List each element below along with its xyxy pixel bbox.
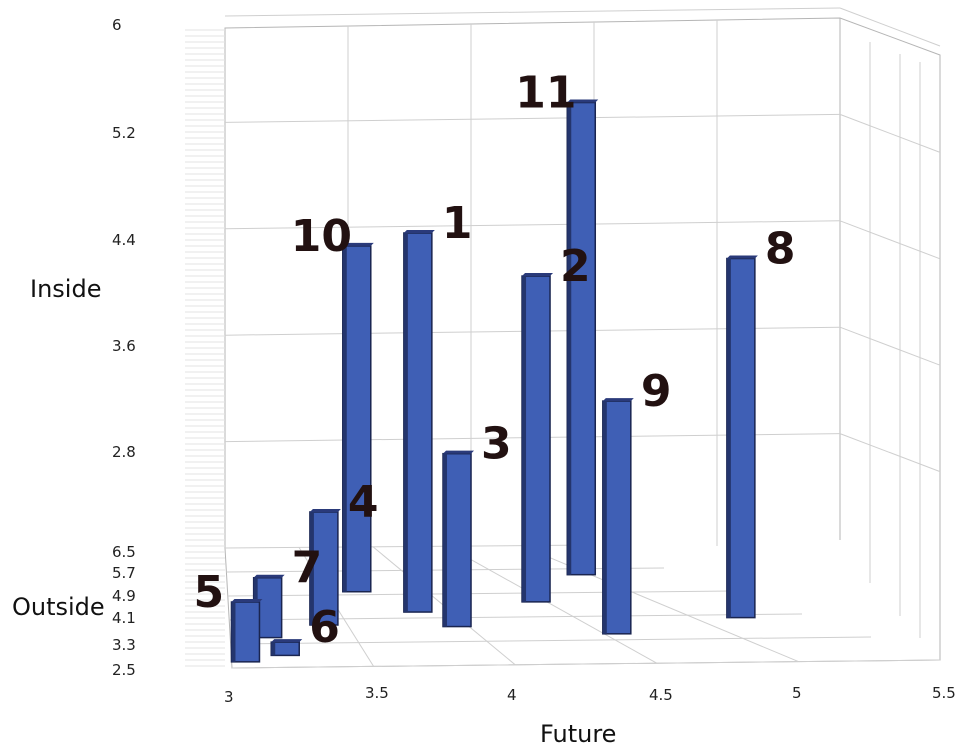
x-tick-label: 3.5 [365,684,389,702]
bar-side-face [342,245,347,592]
bar-front-face [403,232,433,613]
bar-top-face [522,273,554,277]
bar-top-face [567,99,599,103]
bar-front-face [230,601,261,663]
floor-grid-line [230,636,872,645]
bar-10 [342,242,374,593]
bar-8 [726,255,758,619]
bar-labels: 11 10 2 1 8 4 3 7 9 6 5 [193,68,795,654]
bar-front-face [602,400,632,635]
bar-9 [602,398,634,635]
bar-2 [521,273,554,603]
y-tick-label: 6 [112,16,122,34]
bar-top-face [309,508,341,512]
bar-front-face [309,511,339,626]
bar-side-face [602,401,607,634]
floor-grid-line [446,545,658,664]
bar-label-5: 5 [193,567,224,618]
bar-5 [230,598,263,663]
bar-side-face [309,511,314,625]
bar-top-face [271,639,303,643]
bar-front-face [270,641,300,657]
bar-6 [270,639,303,657]
bar-top-face [602,398,634,402]
floor-grid-line [520,545,799,663]
grid-line-back [224,113,841,123]
bar-label-3: 3 [481,419,512,470]
grid-line-side [839,433,941,473]
bar-top-face [253,574,285,578]
bar-label-9: 9 [641,366,672,417]
bar-label-8: 8 [765,224,796,275]
bar-label-10: 10 [291,211,352,262]
bar-side-face [271,642,276,656]
bar-front-face [566,101,597,576]
bars [230,99,758,663]
tick-labels: 6 5.2 4.4 3.6 2.8 6.5 5.7 4.9 4.1 3.3 2.5 3 3.5 4 4.5 5… [112,16,956,706]
z-tick-label: 5.7 [112,564,136,582]
bar-1 [403,229,435,613]
bar-front-face [521,275,551,603]
bar-top-face [443,450,475,454]
x-tick-label: 5 [792,684,802,702]
y-tick-label: 3.6 [112,337,136,355]
bar-label-1: 1 [442,198,473,249]
bar-4 [309,508,341,626]
bar-top-face [403,229,435,233]
grid-line-side [839,113,941,153]
bar-label-11: 11 [515,68,576,119]
z-tick-label: 4.9 [112,587,136,605]
bar-label-4: 4 [348,477,379,528]
bar-11 [566,99,599,576]
bar-top-face [231,598,263,602]
z-tick-label: 4.1 [112,609,136,627]
grid-line-side [839,7,941,47]
z-tick-label: 3.3 [112,636,136,654]
bar-label-2: 2 [560,241,591,292]
x-axis-title: Future [540,720,616,747]
bar-front-face [342,245,372,593]
y-tick-label: 5.2 [112,124,136,142]
bar-top-face [726,255,758,259]
z-tick-label: 2.5 [112,661,136,679]
bar-side-face [403,232,408,613]
z-axis-title: Outside [12,593,105,621]
bar-side-face [522,276,527,602]
bar-3 [442,450,475,628]
bar-side-face [567,102,572,575]
bar-side-face [443,453,448,627]
y-axis-title: Inside [30,275,101,303]
grid-line-side [839,220,941,260]
bar-label-7: 7 [292,543,323,594]
x-tick-label: 4.5 [649,686,673,704]
bar-side-face [231,601,236,662]
grid-line-back [224,220,841,230]
y-tick-label: 4.4 [112,231,136,249]
bar-label-6: 6 [309,602,340,653]
grid-line-side [839,326,941,366]
bar-front-face [442,452,472,628]
z-tick-label: 6.5 [112,543,136,561]
x-tick-label: 5.5 [932,684,956,702]
grid-line-back [224,7,841,17]
x-tick-label: 3 [224,688,234,706]
x-tick-label: 4 [507,686,517,704]
bar-front-face [726,257,756,619]
floor-grid-line [231,659,941,669]
bar-top-face [342,242,374,246]
y-tick-label: 2.8 [112,443,136,461]
bar-side-face [726,258,731,618]
